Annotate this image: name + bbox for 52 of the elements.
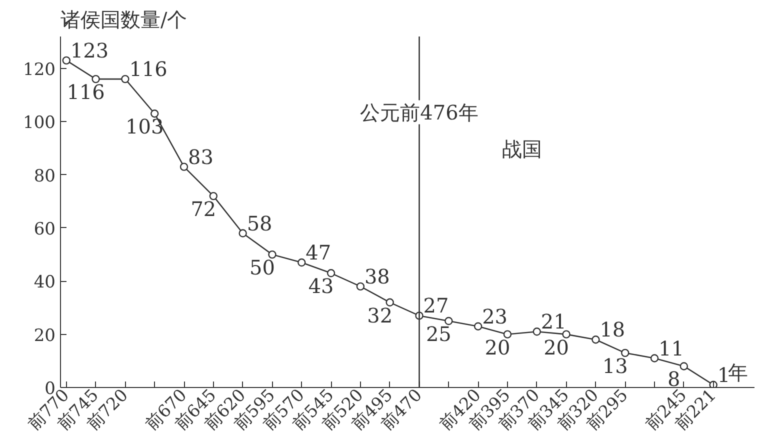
data-label: 21 [540, 310, 566, 334]
data-label: 58 [246, 211, 272, 236]
data-label: 20 [544, 335, 570, 360]
point [92, 74, 100, 84]
data-label: 43 [308, 274, 334, 298]
point [62, 56, 70, 65]
data-label: 103 [126, 114, 164, 139]
point [356, 282, 365, 291]
point [238, 229, 247, 238]
point [621, 348, 630, 358]
annotation: 战国 [502, 136, 542, 161]
data-label: 20 [484, 335, 510, 360]
point [326, 269, 336, 278]
data-label: 18 [600, 318, 626, 342]
y-tick-label: 100 [23, 113, 56, 134]
data-label: 83 [188, 144, 214, 169]
point [209, 192, 218, 200]
data-label: 11 [658, 336, 684, 360]
data-label: 23 [482, 304, 508, 328]
point [532, 328, 541, 336]
data-label: 47 [306, 240, 332, 265]
point [298, 258, 306, 267]
data-label: 72 [190, 197, 216, 222]
x-axis-title: 年 [728, 360, 748, 384]
point [474, 322, 482, 330]
point [268, 250, 276, 259]
data-label: 13 [602, 354, 628, 378]
point [150, 110, 159, 118]
point [444, 316, 453, 326]
ref-line-label: 公元前476年 [360, 100, 478, 124]
data-label: 50 [250, 256, 275, 280]
y-tick-label: 120 [23, 60, 56, 80]
point [650, 354, 659, 362]
data-label: 116 [66, 80, 105, 104]
point [386, 298, 394, 306]
point [121, 74, 130, 84]
data-label: 123 [70, 38, 109, 62]
y-axis-title: 诸侯国数量/个 [60, 8, 188, 32]
y-tick-label: 80 [34, 166, 56, 186]
point [680, 362, 688, 370]
point [562, 330, 570, 338]
y-tick-label: 40 [34, 272, 56, 293]
point [592, 336, 600, 344]
data-label: 38 [364, 264, 390, 288]
y-tick-label: 20 [34, 326, 56, 346]
y-tick-label: 60 [34, 219, 56, 240]
data-label: 27 [423, 294, 449, 318]
data-label: 25 [426, 322, 452, 346]
point [180, 162, 188, 171]
data-label: 116 [129, 57, 168, 82]
point [503, 330, 512, 338]
data-label: 32 [367, 303, 393, 328]
